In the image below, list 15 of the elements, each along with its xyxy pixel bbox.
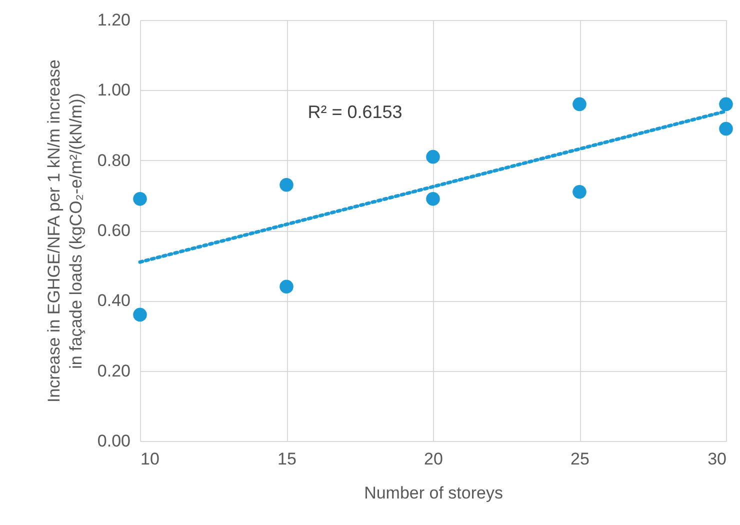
y-tick-label: 0.40 — [97, 291, 130, 310]
y-tick-label: 1.20 — [97, 10, 130, 30]
x-tick-label: 20 — [424, 450, 443, 468]
x-tick-label: 10 — [140, 450, 160, 468]
annotation: R² = 0.6153 — [308, 102, 402, 122]
x-tick-label: 25 — [570, 450, 590, 468]
y-axis-title: Increase in EGHGE/NFA per 1 kN/m increase in façade loads (kgCO₂-e/m²/(kN/m)) — [44, 60, 86, 402]
x-tick-label: 30 — [708, 450, 726, 468]
y-tick-label: 0.00 — [97, 432, 130, 450]
y-tick-label: 1.00 — [97, 80, 130, 100]
y-tick-label: 0.80 — [97, 150, 130, 170]
y-tick-label: 0.60 — [97, 221, 130, 240]
x-axis-title: Number of storeys — [364, 484, 503, 502]
x-tick-label: 15 — [278, 450, 296, 468]
y-tick-label: 0.20 — [97, 361, 130, 380]
